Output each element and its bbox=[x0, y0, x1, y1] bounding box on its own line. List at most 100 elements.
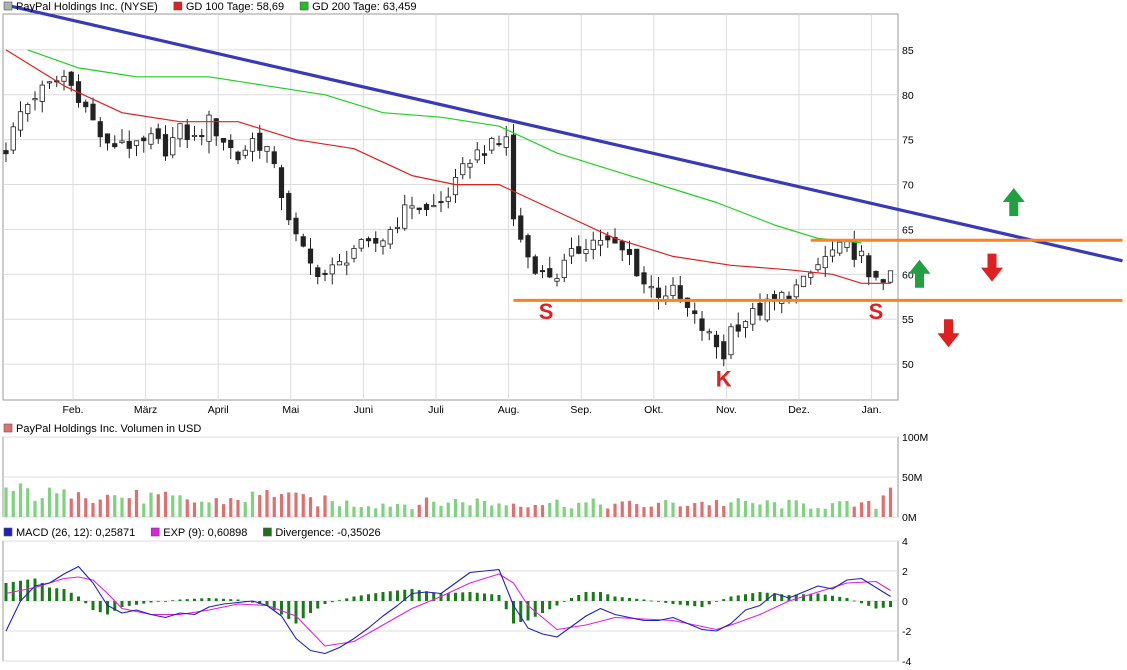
month-label: Sep. bbox=[570, 404, 592, 416]
divergence-bar bbox=[193, 598, 196, 601]
volume-bar bbox=[105, 494, 110, 517]
volume-bar bbox=[859, 502, 864, 517]
divergence-bar bbox=[113, 601, 117, 611]
candle-body bbox=[206, 114, 212, 142]
candle-body bbox=[431, 205, 437, 208]
candle-body bbox=[822, 256, 828, 269]
candle-body bbox=[547, 268, 553, 278]
volume-bar bbox=[424, 497, 429, 517]
price-panel: 50 55 60 65 70 75 80 85 Feb. März April Mai Juni Jul… bbox=[2, 1, 1123, 416]
divergence-bar bbox=[715, 601, 718, 602]
volume-bar bbox=[765, 500, 769, 517]
candle-body bbox=[271, 151, 277, 165]
divergence-bar bbox=[555, 601, 559, 606]
candle-body bbox=[133, 140, 140, 146]
divergence-bar bbox=[388, 591, 392, 601]
volume-bar bbox=[482, 500, 487, 517]
macd-panel: 4 2 0 -2 -4 MACD (26, 12): 0,25871 EXP (9): 0… bbox=[2, 527, 911, 668]
candle-body bbox=[677, 285, 683, 300]
legend-label: GD 200 Tage: 63,459 bbox=[312, 1, 416, 13]
candle-body bbox=[438, 201, 444, 204]
candle-body bbox=[235, 151, 241, 161]
price-y-tick: 60 bbox=[902, 269, 914, 281]
month-label: Nov. bbox=[716, 404, 737, 416]
volume-bar bbox=[867, 500, 871, 517]
candle-body bbox=[199, 135, 205, 138]
price-x-ticks: Feb. März April Mai Juni Juli Aug. Sep. Okt. Nov.… bbox=[62, 404, 881, 416]
candle-body bbox=[162, 134, 169, 157]
divergence-bar bbox=[497, 595, 501, 601]
macd-y-tick: -2 bbox=[902, 626, 911, 638]
candle-body bbox=[409, 205, 415, 209]
volume-bar bbox=[84, 498, 88, 517]
candle-body bbox=[112, 143, 118, 148]
volume-bar bbox=[149, 492, 153, 517]
volume-bar bbox=[287, 492, 291, 517]
volume-bar bbox=[156, 494, 160, 517]
divergence-bar bbox=[106, 601, 109, 615]
legend-swatch bbox=[3, 1, 13, 11]
divergence-bar bbox=[381, 592, 385, 601]
divergence-bar bbox=[4, 583, 8, 601]
month-label: April bbox=[208, 404, 229, 416]
candle-body bbox=[496, 143, 502, 146]
candle-body bbox=[605, 235, 611, 241]
price-y-ticks: 50 55 60 65 70 75 80 85 bbox=[902, 45, 914, 371]
month-label: Aug. bbox=[498, 404, 520, 416]
divergence-bar bbox=[664, 601, 668, 603]
candle-body bbox=[474, 149, 480, 161]
volume-bar bbox=[598, 504, 603, 517]
month-label: Juni bbox=[354, 404, 373, 416]
volume-bar bbox=[649, 506, 653, 517]
volume-bar bbox=[163, 491, 168, 517]
divergence-bar bbox=[642, 599, 646, 601]
volume-bar bbox=[395, 504, 400, 517]
volume-bar bbox=[98, 499, 102, 517]
divergence-bar bbox=[461, 592, 465, 601]
divergence-bar bbox=[330, 601, 334, 603]
price-plot-frame bbox=[2, 13, 899, 401]
volume-bar bbox=[352, 506, 356, 517]
divergence-bar bbox=[831, 595, 834, 601]
divergence-bar bbox=[635, 598, 639, 601]
ma200-line bbox=[27, 49, 862, 244]
divergence-bar bbox=[468, 592, 472, 601]
divergence-bar bbox=[62, 589, 66, 601]
price-y-tick: 55 bbox=[902, 314, 914, 326]
divergence-bar bbox=[214, 598, 218, 601]
divergence-bar bbox=[490, 594, 494, 601]
divergence-bar bbox=[874, 601, 878, 609]
divergence-bar bbox=[265, 601, 269, 606]
ma100-line bbox=[5, 49, 891, 284]
legend-swatch bbox=[299, 1, 309, 11]
divergence-bar bbox=[838, 596, 842, 601]
candle-body bbox=[416, 207, 422, 210]
divergence-bar bbox=[860, 601, 863, 604]
candle-body bbox=[10, 126, 16, 151]
candle-body bbox=[699, 318, 705, 331]
volume-bar bbox=[664, 500, 668, 517]
volume-legend: PayPal Holdings Inc. Volumen in USD bbox=[3, 423, 201, 435]
pattern-label: S bbox=[869, 299, 884, 324]
volume-bar bbox=[446, 502, 450, 517]
divergence-bar bbox=[845, 598, 849, 601]
volume-bar bbox=[845, 500, 849, 517]
volume-bar bbox=[33, 500, 37, 517]
divergence-bar bbox=[272, 601, 276, 610]
volume-bar bbox=[250, 491, 255, 517]
volume-bar bbox=[294, 492, 298, 517]
candle-body bbox=[257, 132, 263, 151]
candle-body bbox=[880, 279, 886, 283]
candle-body bbox=[423, 204, 430, 211]
legend-label: EXP (9): 0,60898 bbox=[163, 527, 247, 539]
volume-bar bbox=[780, 508, 784, 517]
volume-y-ticks: 100M 50M 0M bbox=[902, 432, 928, 524]
divergence-bar bbox=[584, 592, 588, 601]
candle-body bbox=[17, 111, 24, 131]
volume-bar bbox=[258, 495, 262, 517]
divergence-bar bbox=[33, 578, 37, 601]
volume-bar bbox=[700, 501, 704, 517]
candle-body bbox=[713, 334, 720, 348]
volume-bar bbox=[823, 508, 827, 517]
volume-bar bbox=[678, 506, 682, 517]
